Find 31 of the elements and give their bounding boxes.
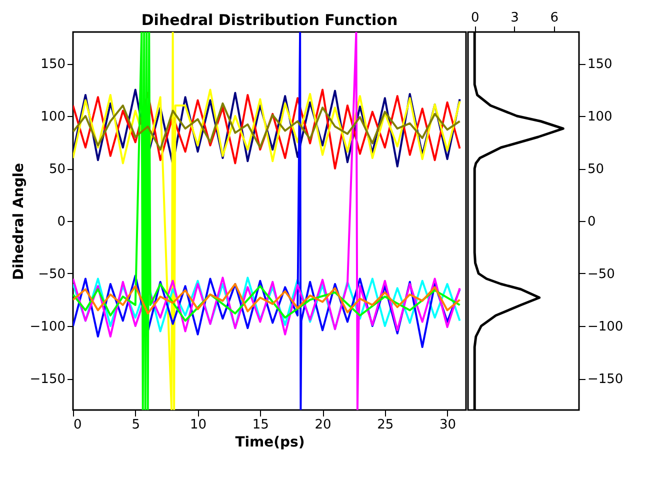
y-tick-label: 50 (588, 162, 604, 177)
line-series (73, 276, 461, 332)
x-tick-label: 15 (252, 418, 269, 432)
y-axis-title: Dihedral Angle (10, 162, 27, 280)
line-series (73, 283, 461, 314)
x-tick-label: 0 (74, 418, 82, 432)
x-tick-label: 30 (440, 418, 456, 432)
y-tick-label: −150 (588, 372, 624, 387)
x-axis-title: Time(ps) (235, 434, 305, 450)
y-tick-label: −100 (30, 320, 66, 334)
y-tick-label: 150 (588, 57, 612, 72)
x-tick-label: 10 (190, 418, 207, 432)
x-tick-label: 25 (377, 418, 394, 432)
y-tick-label: 50 (48, 162, 66, 177)
y-tick-label: 100 (40, 110, 66, 124)
x-tick-label: 0 (470, 10, 480, 26)
x-tick-label: 3 (510, 10, 519, 26)
y-tick-label: −150 (30, 372, 66, 387)
line-series (73, 102, 461, 151)
y-tick-label: 0 (57, 214, 66, 230)
x-tick-label: 5 (132, 418, 140, 432)
y-tick-label: 150 (40, 57, 66, 72)
chart-title: Dihedral Distribution Function (141, 11, 398, 29)
line-series (73, 32, 461, 410)
y-tick-label: 0 (588, 214, 596, 230)
x-tick-label: 6 (550, 10, 559, 26)
x-tick-label: 20 (314, 418, 332, 432)
y-tick-label: 100 (588, 110, 612, 124)
y-tick-label: −50 (588, 267, 615, 282)
y-tick-label: −100 (588, 320, 624, 334)
y-tick-label: −50 (38, 267, 66, 282)
